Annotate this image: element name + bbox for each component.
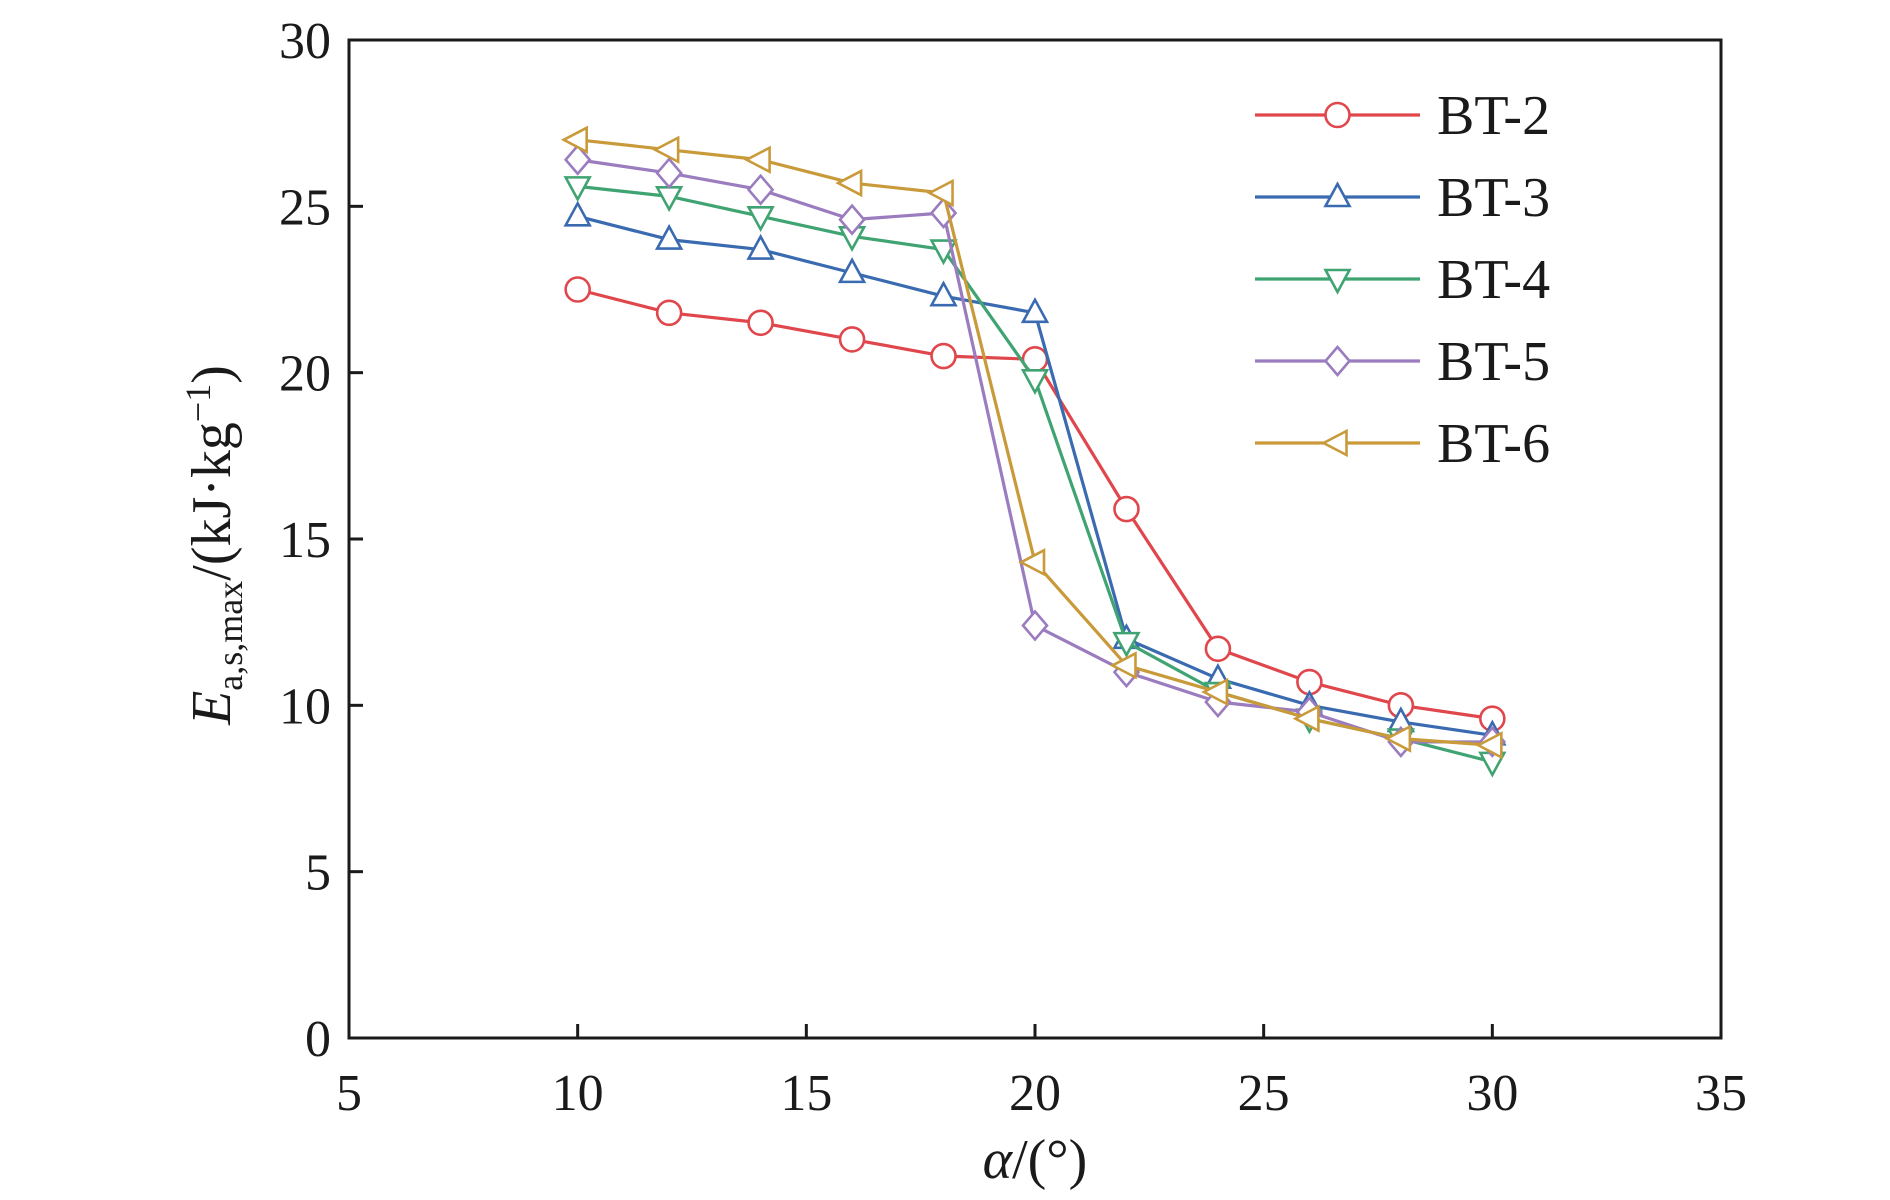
data-point: [1109, 651, 1137, 680]
y-tick-label: 0: [305, 1011, 331, 1068]
series-BT-2: [564, 276, 1506, 732]
legend-item-BT-2: BT-2: [1255, 85, 1550, 147]
data-point: [926, 178, 954, 208]
x-axis-symbol: α: [983, 1129, 1014, 1191]
legend-marker: [1323, 345, 1352, 377]
series-BT-4: [563, 176, 1507, 778]
data-point: [930, 342, 957, 370]
x-tick-label: 25: [1238, 1065, 1290, 1122]
data-point: [1292, 704, 1320, 733]
data-point: [1020, 297, 1050, 324]
data-point: [560, 125, 588, 154]
x-tick-label: 35: [1695, 1065, 1747, 1122]
data-point: [1112, 631, 1141, 658]
x-axis-title: α/(°): [983, 1129, 1088, 1191]
legend-label: BT-5: [1437, 331, 1550, 393]
legend-item-BT-6: BT-6: [1255, 413, 1550, 475]
data-point: [564, 276, 591, 303]
y-axis-title: Ea,s,max/(kJ·kg−1): [178, 365, 250, 726]
y-tick-label: 15: [279, 512, 331, 569]
series-layer: [560, 125, 1507, 778]
legend-marker: [1323, 268, 1352, 295]
data-point: [743, 145, 771, 174]
data-point: [655, 299, 683, 327]
y-axis-superscript: −1: [178, 384, 218, 422]
data-point: [838, 326, 866, 353]
data-point: [1021, 609, 1049, 642]
legend-item-BT-4: BT-4: [1255, 249, 1550, 311]
x-tick-label: 10: [552, 1065, 604, 1122]
y-tick-label: 5: [305, 845, 331, 902]
series-BT-6: [560, 125, 1503, 760]
data-point: [746, 206, 775, 233]
data-point: [563, 143, 592, 176]
data-point: [654, 223, 684, 250]
y-tick-label: 25: [279, 179, 331, 236]
data-point: [1113, 495, 1140, 523]
data-point: [1204, 635, 1232, 663]
series-line: [577, 158, 1493, 744]
data-point: [835, 168, 863, 198]
series-line: [577, 214, 1493, 737]
y-axis-symbol: E: [181, 691, 243, 726]
y-tick-label: 30: [279, 13, 331, 70]
series-BT-5: [563, 143, 1507, 758]
data-point: [1201, 677, 1229, 707]
data-point: [652, 135, 680, 164]
data-point: [746, 233, 775, 260]
y-tick-label: 10: [279, 678, 331, 735]
legend-item-BT-3: BT-3: [1255, 167, 1550, 229]
legend-label: BT-2: [1437, 85, 1550, 147]
data-point: [563, 200, 592, 227]
data-point: [655, 157, 683, 190]
x-axis-unit: /(°): [1012, 1129, 1087, 1191]
y-axis-close: ): [181, 365, 243, 384]
legend-marker: [1323, 181, 1352, 208]
legend-marker: [1320, 428, 1348, 458]
data-point: [1020, 369, 1050, 396]
legend: BT-2 BT-3 BT-4 BT-5 BT-6: [1255, 85, 1550, 475]
legend-item-BT-5: BT-5: [1255, 331, 1550, 393]
series-BT-3: [563, 200, 1507, 746]
series-line: [577, 184, 1493, 764]
x-tick-label: 5: [336, 1065, 362, 1122]
legend-label: BT-3: [1437, 167, 1550, 229]
x-tick-label: 15: [780, 1065, 832, 1122]
y-tick-label: 20: [279, 346, 331, 403]
data-point: [563, 176, 592, 203]
x-axis: 5 10 15 20 25 30 35: [336, 1024, 1747, 1122]
legend-marker: [1324, 101, 1351, 129]
data-point: [837, 257, 867, 284]
y-axis: 0 5 10 15 20 25 30: [279, 13, 363, 1068]
data-point: [838, 203, 866, 236]
data-point: [1018, 548, 1046, 577]
x-tick-label: 20: [1009, 1065, 1061, 1122]
data-point: [746, 173, 775, 206]
y-axis-unit: /(kJ·kg: [181, 422, 243, 581]
data-point: [1384, 724, 1412, 753]
legend-label: BT-4: [1437, 249, 1550, 311]
x-tick-label: 30: [1466, 1065, 1518, 1122]
y-axis-subscript: a,s,max: [210, 581, 250, 691]
legend-label: BT-6: [1437, 413, 1550, 475]
data-point: [1475, 731, 1503, 760]
data-point: [929, 280, 958, 307]
data-point: [747, 309, 774, 337]
